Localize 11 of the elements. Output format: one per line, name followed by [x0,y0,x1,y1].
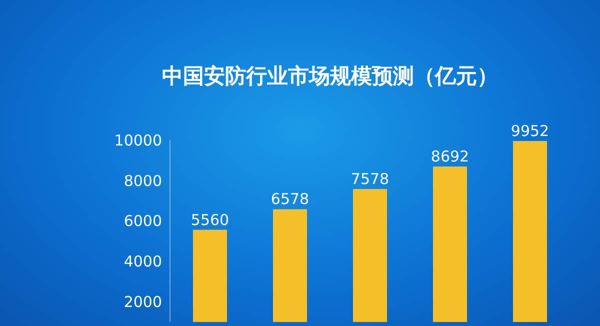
chart-title: 中国安防行业市场规模预测（亿元） [161,63,499,90]
data-label: 8692 [430,147,470,166]
data-label: 9952 [510,122,550,140]
y-tick-label: 8000 [124,172,162,190]
y-tick-label: 4000 [124,252,162,271]
y-tick-label: 10000 [114,131,162,150]
y-tick-label: 2000 [124,293,162,312]
y-tick-label: 6000 [124,212,162,230]
data-label: 7578 [350,170,390,188]
data-label: 5560 [190,210,230,229]
data-label: 6578 [270,190,310,208]
